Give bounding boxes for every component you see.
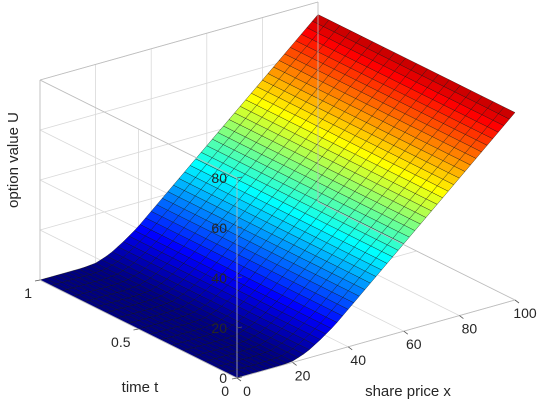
z-tick-label: 0 bbox=[219, 370, 227, 386]
y-tick-mark bbox=[133, 328, 139, 331]
x-tick-label: 60 bbox=[406, 336, 422, 352]
box-edge bbox=[236, 299, 516, 379]
z-tick-label: 20 bbox=[211, 320, 227, 336]
z-tick-label: 40 bbox=[211, 270, 227, 286]
x-tick-mark bbox=[459, 315, 464, 319]
z-tick-label: 60 bbox=[211, 220, 227, 236]
x-tick-mark bbox=[292, 362, 297, 366]
box-edge bbox=[39, 1, 319, 81]
x-tick-label: 80 bbox=[462, 321, 478, 337]
y-axis-label: time t bbox=[122, 379, 160, 396]
grid-line-z-back bbox=[39, 51, 319, 131]
z-tick-mark bbox=[236, 326, 243, 329]
surface-layer bbox=[39, 14, 516, 379]
box-edge bbox=[317, 201, 516, 301]
z-tick-mark bbox=[236, 226, 243, 229]
z-tick-mark bbox=[236, 376, 243, 379]
z-tick-label: 80 bbox=[211, 170, 227, 186]
x-tick-mark bbox=[347, 346, 353, 351]
y-tick-mark bbox=[34, 279, 41, 282]
tick-layer: 0 20 40 60 80 0 20 40 60 80 100 0 0.5 1 bbox=[24, 170, 537, 399]
x-tick-mark bbox=[403, 330, 409, 335]
x-tick-label: 0 bbox=[243, 383, 251, 399]
x-tick-mark bbox=[514, 299, 520, 304]
box-edge bbox=[39, 79, 238, 179]
z-tick-mark bbox=[236, 276, 243, 279]
x-tick-label: 100 bbox=[513, 305, 537, 321]
y-tick-mark bbox=[231, 377, 238, 380]
x-axis-label: share price x bbox=[365, 383, 451, 400]
y-tick-label: 1 bbox=[24, 285, 32, 301]
z-tick-mark bbox=[236, 176, 243, 179]
y-tick-label: 0.5 bbox=[111, 334, 131, 350]
x-tick-label: 20 bbox=[295, 367, 311, 383]
x-tick-label: 40 bbox=[350, 352, 366, 368]
z-axis-label: option value U bbox=[5, 112, 22, 208]
x-tick-mark bbox=[236, 377, 242, 382]
y-tick-label: 0 bbox=[221, 383, 229, 399]
